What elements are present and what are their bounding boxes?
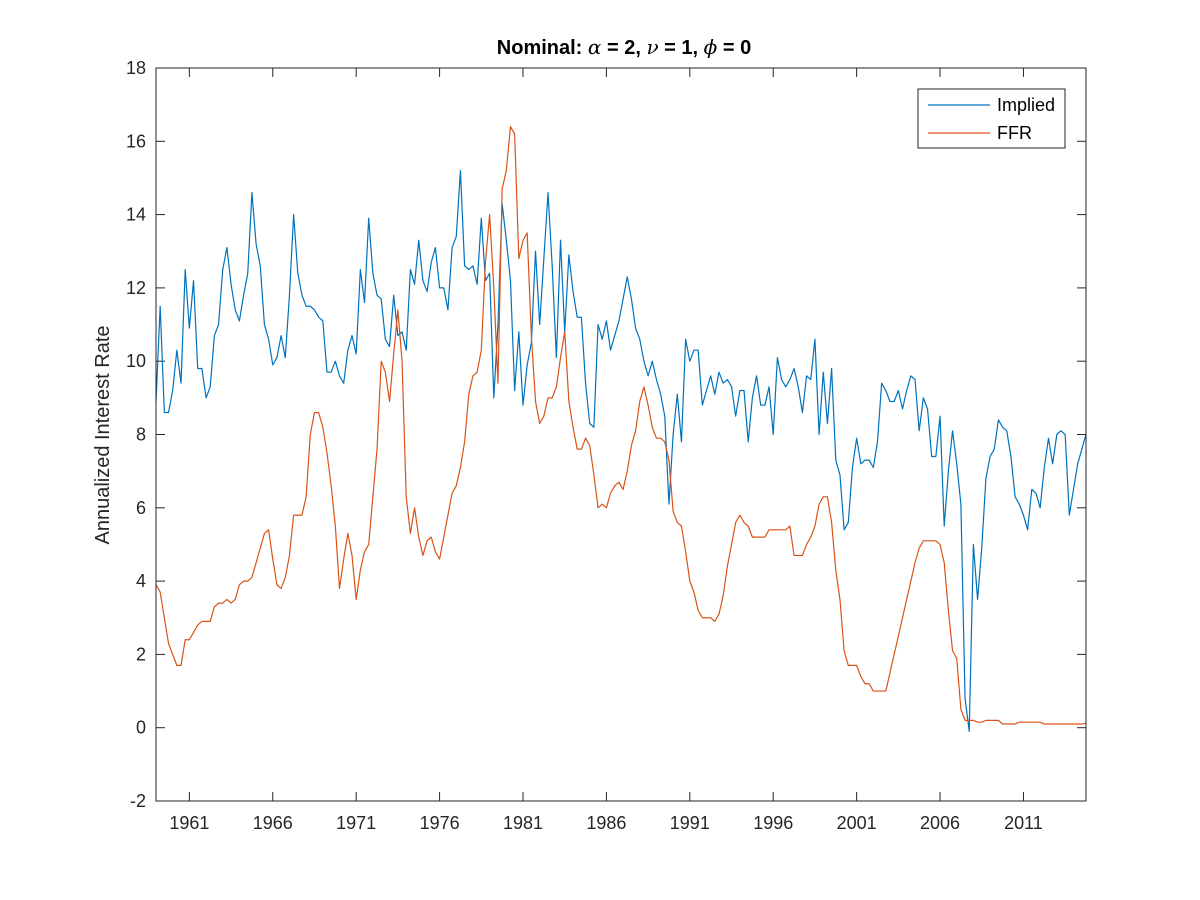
y-tick-label: 18 xyxy=(126,58,146,78)
y-tick-label: 6 xyxy=(136,498,146,518)
series-line-implied xyxy=(155,170,1087,732)
y-tick-label: 8 xyxy=(136,425,146,445)
axis-ticks: 1961 1966 1971 1976 1981 1986 1991 1996 2001 2006… xyxy=(126,58,1086,833)
y-tick-label: 10 xyxy=(126,351,146,371)
x-tick-label: 1966 xyxy=(253,813,293,833)
y-axis-label: Annualized Interest Rate xyxy=(92,325,114,544)
y-tick-label: 2 xyxy=(136,644,146,664)
x-tick-label: 2006 xyxy=(920,813,960,833)
x-tick-label: 1961 xyxy=(169,813,209,833)
y-tick-label: 0 xyxy=(136,718,146,738)
x-tick-label: 1981 xyxy=(503,813,543,833)
legend-label-implied: Implied xyxy=(997,95,1055,115)
x-tick-label: 2011 xyxy=(1004,813,1043,833)
x-tick-label: 1986 xyxy=(586,813,626,833)
legend-box xyxy=(917,88,1066,149)
y-tick-label: 14 xyxy=(126,205,146,225)
legend: Implied FFR xyxy=(917,88,1066,149)
x-tick-label: 2001 xyxy=(837,813,877,833)
chart-title: Nominal: α = 2, ν = 1, ϕ = 0 xyxy=(497,35,751,59)
y-tick-label: 4 xyxy=(136,571,146,591)
legend-label-ffr: FFR xyxy=(997,123,1032,143)
x-tick-label: 1976 xyxy=(420,813,460,833)
y-tick-label: -2 xyxy=(130,791,146,811)
series-line-ffr xyxy=(155,126,1087,725)
plot-area-frame xyxy=(155,67,1087,802)
series-lines xyxy=(155,126,1087,732)
x-tick-label: 1996 xyxy=(753,813,793,833)
x-tick-label: 1991 xyxy=(670,813,710,833)
y-tick-label: 16 xyxy=(126,131,146,151)
x-tick-label: 1971 xyxy=(336,813,376,833)
y-tick-label: 12 xyxy=(126,278,146,298)
